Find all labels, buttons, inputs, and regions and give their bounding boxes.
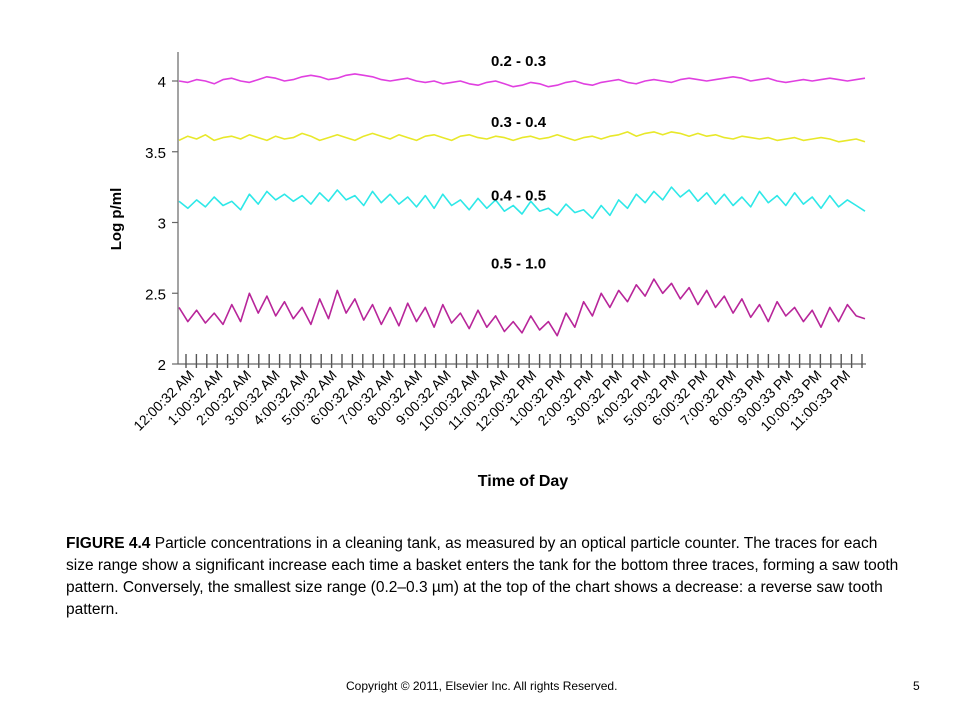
series-line [178,73,866,88]
y-ticks: 2 2.5 3 3.5 4 [145,74,178,374]
figure-caption: FIGURE 4.4 Particle concentrations in a … [66,533,906,621]
y-tick-label: 4 [158,74,166,91]
axes [177,52,866,365]
figure-label: FIGURE 4.4 [66,535,151,552]
y-tick-label: 3 [158,216,166,233]
caption-text: Particle concentrations in a cleaning ta… [66,535,899,618]
y-tick-label: 2.5 [145,286,166,303]
page-number: 5 [913,679,920,693]
series-label: 0.3 - 0.4 [491,114,547,131]
series-line [178,131,866,143]
y-axis-title: Log p/ml [108,188,125,251]
particle-concentration-chart: 2 2.5 3 3.5 4 12:00:32 AM1:00:32 AM2:00:32 A… [108,52,866,490]
series-line [178,186,866,220]
series-lines [178,73,866,337]
series-label: 0.4 - 0.5 [491,188,546,205]
series-labels: 0.2 - 0.3 0.3 - 0.4 0.4 - 0.5 0.5 - 1.0 [491,53,547,272]
series-label: 0.5 - 1.0 [491,256,546,273]
series-label: 0.2 - 0.3 [491,53,546,70]
copyright-text: Copyright © 2011, Elsevier Inc. All righ… [346,679,618,693]
series-line [178,278,866,337]
y-tick-label: 2 [158,357,166,374]
y-tick-label: 3.5 [145,145,166,162]
x-axis-title: Time of Day [478,473,569,490]
x-ticks: 12:00:32 AM1:00:32 AM2:00:32 AM3:00:32 A… [130,354,863,434]
slide-footer: Copyright © 2011, Elsevier Inc. All righ… [0,679,960,695]
